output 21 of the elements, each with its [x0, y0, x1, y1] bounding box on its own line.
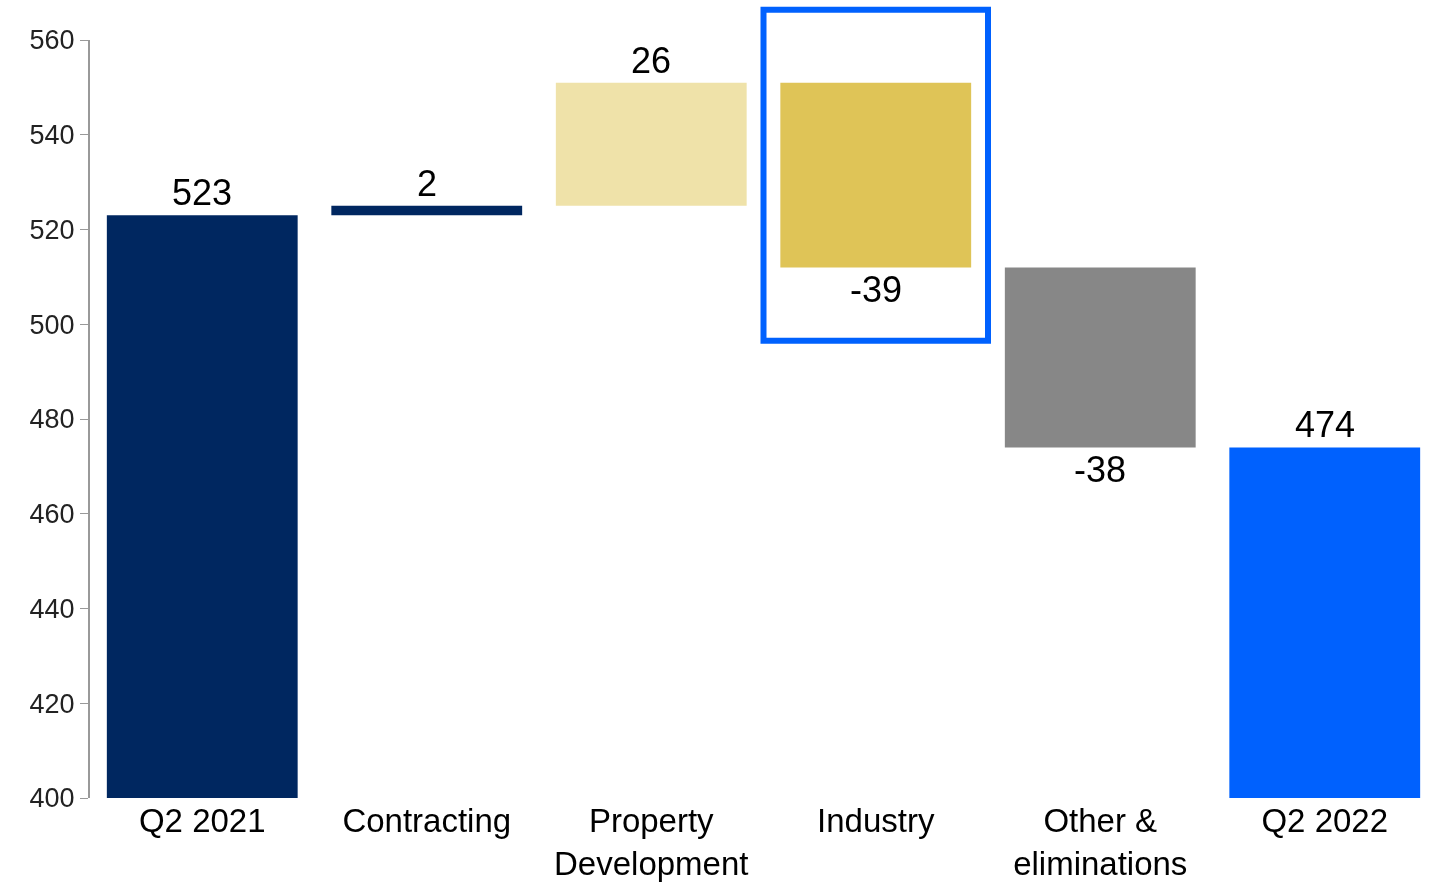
x-tick-label: Industry: [817, 802, 935, 839]
data-label: 523: [172, 172, 233, 213]
y-tick-label: 520: [29, 214, 75, 245]
data-label: 2: [417, 163, 438, 204]
y-tick-label: 560: [29, 25, 75, 56]
y-tick-label: 500: [29, 309, 75, 340]
data-label: -38: [1074, 449, 1127, 490]
x-tick-label: Q2 2022: [1261, 802, 1389, 839]
y-tick-label: 400: [29, 783, 75, 814]
y-tick-label: 460: [29, 499, 75, 530]
data-label: 474: [1295, 404, 1356, 445]
data-label: -39: [850, 269, 903, 310]
x-tick-label: Other & eliminations: [1013, 802, 1188, 882]
x-tick-label: Contracting: [342, 802, 512, 839]
y-tick-label: 440: [29, 593, 75, 624]
y-tick-label: 480: [29, 404, 75, 435]
x-tick-label: Property Development: [554, 802, 749, 882]
data-label: 26: [631, 40, 672, 81]
y-tick-label: 540: [29, 120, 75, 151]
y-tick-label: 420: [29, 688, 75, 719]
x-tick-label: Q2 2021: [138, 802, 266, 839]
